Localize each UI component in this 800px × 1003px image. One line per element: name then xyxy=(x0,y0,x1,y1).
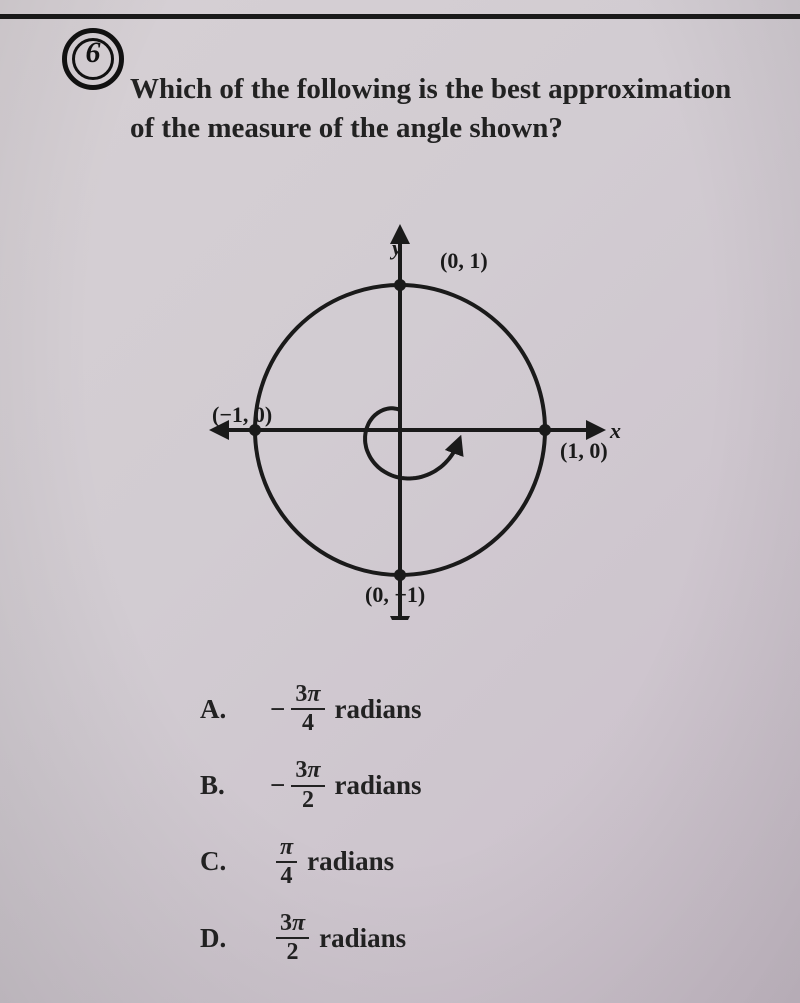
fraction-denominator: 4 xyxy=(277,863,297,889)
choice-letter: A. xyxy=(200,694,270,725)
svg-text:(−1, 0): (−1, 0) xyxy=(212,402,272,427)
fraction-denominator: 2 xyxy=(283,939,303,965)
choice-unit: radians xyxy=(335,770,422,801)
question-text: Which of the following is the best appro… xyxy=(130,70,740,148)
choice-fraction: 3π 4 xyxy=(291,682,324,736)
svg-text:(1, 0): (1, 0) xyxy=(560,438,608,463)
choice-sign: − xyxy=(270,770,285,801)
fraction-denominator: 4 xyxy=(298,710,318,736)
choice-fraction: π 4 xyxy=(276,835,297,889)
choice-fraction: 3π 2 xyxy=(276,911,309,965)
choice-unit: radians xyxy=(319,923,406,954)
choice-letter: B. xyxy=(200,770,270,801)
choice-letter: C. xyxy=(200,846,270,877)
choice-letter: D. xyxy=(200,923,270,954)
unit-circle-diagram: y x (0, 1) (1, 0) (−1, 0) (0, −1) xyxy=(140,200,660,620)
choice-unit: radians xyxy=(335,694,422,725)
choice-unit: radians xyxy=(307,846,394,877)
answer-choices: A. − 3π 4 radians B. − 3π 2 radians C. π… xyxy=(200,660,422,988)
choice-sign: − xyxy=(270,694,285,725)
fraction-numerator: π xyxy=(276,835,297,863)
choice-b[interactable]: B. − 3π 2 radians xyxy=(200,758,422,812)
fraction-numerator: 3π xyxy=(291,682,324,710)
question-number: 6 xyxy=(62,36,124,70)
fraction-numerator: 3π xyxy=(276,911,309,939)
choice-a[interactable]: A. − 3π 4 radians xyxy=(200,682,422,736)
choice-c[interactable]: C. π 4 radians xyxy=(200,835,422,889)
top-rule xyxy=(0,14,800,19)
svg-text:(0, −1): (0, −1) xyxy=(365,582,425,607)
diagram-svg: y x (0, 1) (1, 0) (−1, 0) (0, −1) xyxy=(140,200,660,620)
choice-fraction: 3π 2 xyxy=(291,758,324,812)
svg-text:y: y xyxy=(389,235,402,260)
worksheet-page: 6 Which of the following is the best app… xyxy=(0,0,800,1003)
svg-text:x: x xyxy=(609,418,621,443)
question-number-badge: 6 xyxy=(62,28,124,90)
fraction-numerator: 3π xyxy=(291,758,324,786)
choice-d[interactable]: D. 3π 2 radians xyxy=(200,911,422,965)
fraction-denominator: 2 xyxy=(298,787,318,813)
svg-text:(0, 1): (0, 1) xyxy=(440,248,488,273)
